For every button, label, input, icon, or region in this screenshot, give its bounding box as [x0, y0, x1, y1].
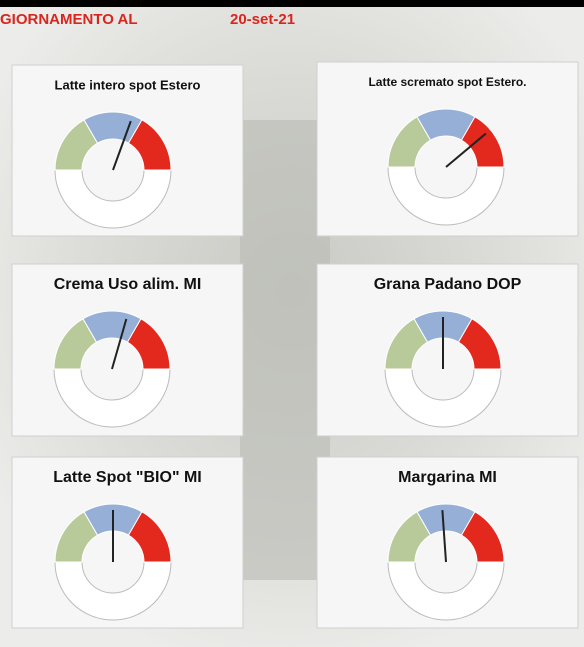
panel-title: Margarina MI — [398, 469, 497, 486]
top-bar — [0, 0, 584, 7]
gauge-red — [460, 511, 505, 563]
panel-title: Latte scremato spot Estero. — [368, 75, 526, 89]
gauge-bottom — [384, 368, 502, 428]
gauge-needle — [445, 132, 487, 168]
gauge-needle — [111, 318, 128, 370]
panel-title: Latte intero spot Estero — [55, 77, 201, 92]
gauge-red — [460, 116, 505, 168]
background-photo — [240, 120, 330, 580]
panels: Latte intero spot Estero Latte scremato s… — [11, 61, 579, 629]
gauge-needle — [112, 120, 132, 171]
gauge-red — [457, 318, 502, 370]
gauge-bottom — [54, 169, 172, 229]
panel-title: Grana Padano DOP — [374, 276, 522, 293]
panel-title: Crema Uso alim. MI — [54, 276, 202, 293]
panel-title: Latte Spot "BIO" MI — [53, 469, 202, 486]
gauge-red — [126, 318, 171, 370]
gauge-bottom — [54, 561, 172, 621]
gauge-needle — [441, 510, 447, 563]
gauge-bottom — [53, 368, 171, 428]
gauge-bottom — [387, 166, 505, 226]
header-label: GIORNAMENTO AL — [0, 11, 138, 28]
gauge-bottom — [387, 561, 505, 621]
header-date: 20-set-21 — [230, 11, 295, 28]
gauge-red — [127, 511, 172, 563]
gauge-red — [127, 119, 172, 171]
